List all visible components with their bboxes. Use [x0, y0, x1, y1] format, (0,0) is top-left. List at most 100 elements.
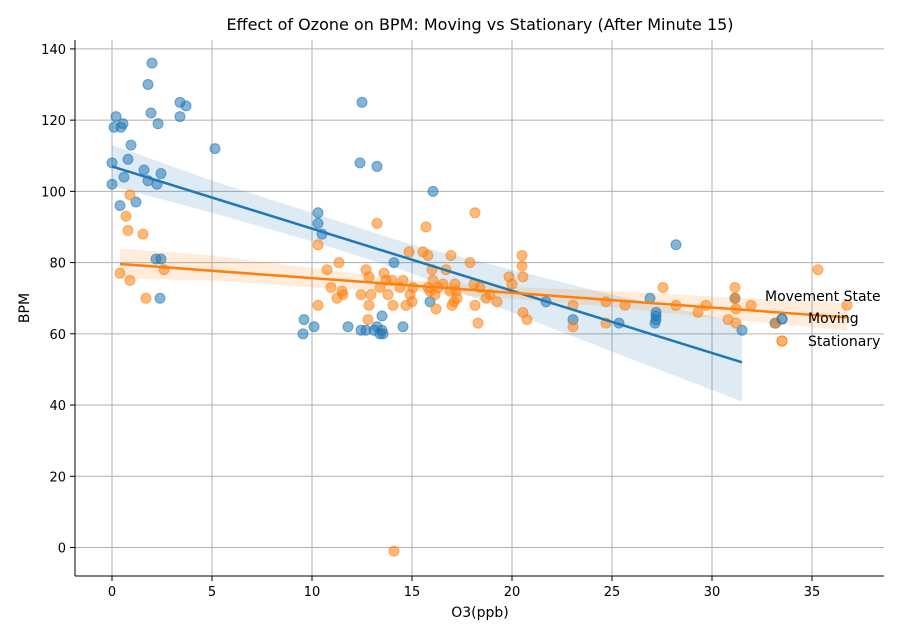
point-moving: [155, 253, 167, 265]
point-stationary: [812, 264, 824, 276]
point-stationary: [700, 299, 712, 311]
point-moving: [125, 139, 137, 151]
point-moving: [354, 157, 366, 169]
point-stationary: [406, 296, 418, 308]
point-stationary: [362, 314, 374, 326]
point-stationary: [657, 282, 669, 294]
point-moving: [146, 57, 158, 69]
x-tick-label: 30: [704, 585, 721, 600]
point-stationary: [422, 249, 434, 261]
point-stationary: [312, 299, 324, 311]
point-moving: [376, 310, 388, 322]
point-moving: [388, 257, 400, 269]
point-stationary: [387, 299, 399, 311]
legend-marker-moving: [776, 313, 788, 325]
y-axis-label: BPM: [17, 293, 33, 323]
legend-title: Movement State: [765, 289, 881, 305]
point-stationary: [407, 282, 419, 294]
point-moving: [371, 160, 383, 172]
point-moving: [110, 111, 122, 123]
point-moving: [649, 317, 661, 329]
point-stationary: [506, 278, 518, 290]
point-moving: [377, 328, 389, 340]
point-stationary: [363, 271, 375, 283]
point-stationary: [333, 257, 345, 269]
point-moving: [397, 321, 409, 333]
point-stationary: [469, 207, 481, 219]
x-tick-label: 20: [504, 585, 521, 600]
point-moving: [174, 111, 186, 123]
point-moving: [427, 185, 439, 197]
point-stationary: [122, 225, 134, 237]
point-moving: [145, 107, 157, 119]
point-stationary: [388, 545, 400, 557]
point-moving: [114, 200, 126, 212]
x-tick-label: 0: [108, 585, 116, 600]
legend-label-stationary: Stationary: [808, 334, 880, 350]
point-moving: [312, 207, 324, 219]
point-moving: [297, 328, 309, 340]
y-tick-label: 80: [49, 257, 66, 272]
point-stationary: [403, 246, 415, 258]
point-stationary: [382, 289, 394, 301]
grid: [75, 40, 884, 576]
x-tick-label: 15: [404, 585, 421, 600]
scatter-points: [106, 57, 853, 557]
ci-band-moving: [112, 145, 742, 402]
y-tick-label: 0: [58, 542, 66, 557]
point-moving: [130, 196, 142, 208]
x-tick-label: 25: [604, 585, 621, 600]
point-stationary: [312, 239, 324, 251]
point-moving: [670, 239, 682, 251]
point-moving: [118, 171, 130, 183]
point-stationary: [730, 317, 742, 329]
point-stationary: [325, 282, 337, 294]
legend: Movement State Moving Stationary: [765, 289, 881, 350]
point-stationary: [371, 217, 383, 229]
x-axis-label: O3(ppb): [451, 605, 509, 621]
point-moving: [122, 153, 134, 165]
regression-lines: [111, 165, 848, 364]
y-tick-label: 20: [49, 470, 66, 485]
point-stationary: [363, 299, 375, 311]
point-stationary: [365, 289, 377, 301]
y-tick-label: 60: [49, 328, 66, 343]
point-moving: [138, 164, 150, 176]
point-stationary: [337, 289, 349, 301]
point-moving: [152, 118, 164, 130]
point-moving: [342, 321, 354, 333]
point-moving: [106, 157, 118, 169]
point-moving: [117, 118, 129, 130]
y-tick-label: 120: [41, 114, 66, 129]
point-stationary: [114, 267, 126, 279]
point-moving: [298, 314, 310, 326]
fit-line-stationary: [119, 262, 848, 319]
x-tick-label: 5: [208, 585, 216, 600]
y-tick-label: 100: [41, 185, 66, 200]
point-stationary: [567, 321, 579, 333]
point-stationary: [120, 210, 132, 222]
point-moving: [142, 79, 154, 91]
point-stationary: [491, 296, 503, 308]
point-moving: [356, 96, 368, 108]
point-stationary: [445, 249, 457, 261]
point-stationary: [692, 306, 704, 318]
point-stationary: [140, 292, 152, 304]
point-stationary: [124, 189, 136, 201]
point-stationary: [521, 314, 533, 326]
point-stationary: [464, 257, 476, 269]
point-moving: [736, 324, 748, 336]
y-tick-label: 140: [41, 43, 66, 58]
point-moving: [308, 321, 320, 333]
point-moving: [154, 292, 166, 304]
point-stationary: [321, 264, 333, 276]
point-stationary: [137, 228, 149, 240]
point-stationary: [517, 271, 529, 283]
chart-title: Effect of Ozone on BPM: Moving vs Statio…: [226, 15, 733, 34]
point-stationary: [355, 289, 367, 301]
legend-label-moving: Moving: [808, 311, 859, 327]
point-stationary: [124, 274, 136, 286]
point-moving: [106, 178, 118, 190]
y-tick-label: 40: [49, 399, 66, 414]
